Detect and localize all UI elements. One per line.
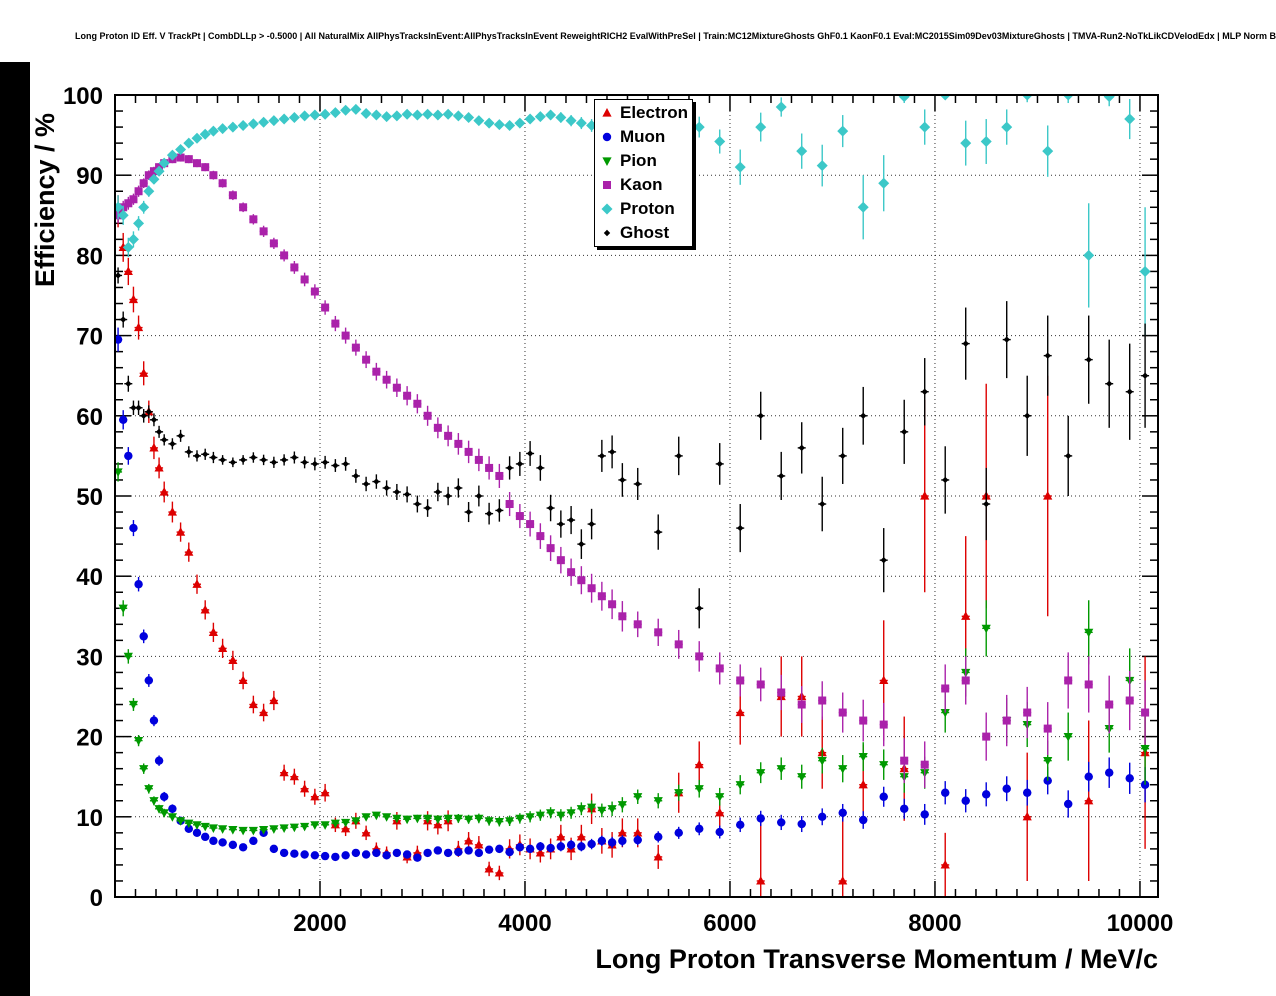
- series-electron: [116, 195, 1150, 896]
- legend-entry-pion: Pion: [598, 149, 688, 173]
- y-tick-label: 50: [76, 484, 103, 511]
- legend-label: Pion: [620, 151, 657, 170]
- legend-entry-proton: Proton: [598, 197, 688, 221]
- legend-label: Kaon: [620, 175, 663, 194]
- legend-label: Ghost: [620, 223, 670, 242]
- series-pion: [116, 462, 1150, 836]
- legend-entry-kaon: Kaon: [598, 173, 688, 197]
- plot-title: Long Proton ID Eff. V TrackPt | CombDLLp…: [75, 31, 1276, 41]
- kaon-marker-icon: [603, 181, 611, 189]
- series-ghost: [116, 267, 1150, 629]
- legend-entry-muon: Muon: [598, 125, 688, 149]
- y-tick-label: 40: [76, 564, 103, 591]
- series-kaon: [116, 153, 1150, 788]
- y-tick-label: 80: [76, 243, 103, 270]
- series-proton: [116, 96, 1151, 336]
- y-tick-label: 100: [63, 83, 103, 110]
- proton-marker-icon: [601, 203, 613, 215]
- y-tick-label: 70: [76, 324, 103, 351]
- x-tick-label: 2000: [293, 910, 346, 937]
- y-axis-title: Efficiency / %: [30, 112, 60, 287]
- pion-marker-icon: [602, 157, 612, 166]
- y-tick-label: 60: [76, 404, 103, 431]
- muon-marker-icon: [602, 132, 612, 142]
- electron-marker-icon: [602, 108, 612, 117]
- x-tick-label: 4000: [498, 910, 551, 937]
- y-tick-label: 30: [76, 644, 103, 671]
- legend-box: Electron Muon Pion Kaon Proton Ghost: [594, 99, 694, 247]
- series-muon: [116, 327, 1150, 862]
- legend-entry-electron: Electron: [598, 101, 688, 125]
- x-tick-label: 8000: [908, 910, 961, 937]
- y-tick-label: 20: [76, 725, 103, 752]
- x-axis-title: Long Proton Transverse Momentum / MeV/c: [595, 944, 1158, 974]
- legend-label: Muon: [620, 127, 666, 146]
- left-black-strip: [0, 62, 30, 996]
- legend-label: Proton: [620, 199, 675, 218]
- data-points-layer: [116, 96, 1151, 896]
- y-tick-label: 90: [76, 163, 103, 190]
- x-tick-label: 6000: [703, 910, 756, 937]
- ghost-marker-icon: [603, 229, 611, 237]
- legend-label: Electron: [620, 103, 689, 122]
- x-tick-label: 10000: [1107, 910, 1174, 937]
- y-tick-label: 0: [90, 885, 103, 912]
- y-tick-label: 10: [76, 805, 103, 832]
- legend-entry-ghost: Ghost: [598, 221, 688, 245]
